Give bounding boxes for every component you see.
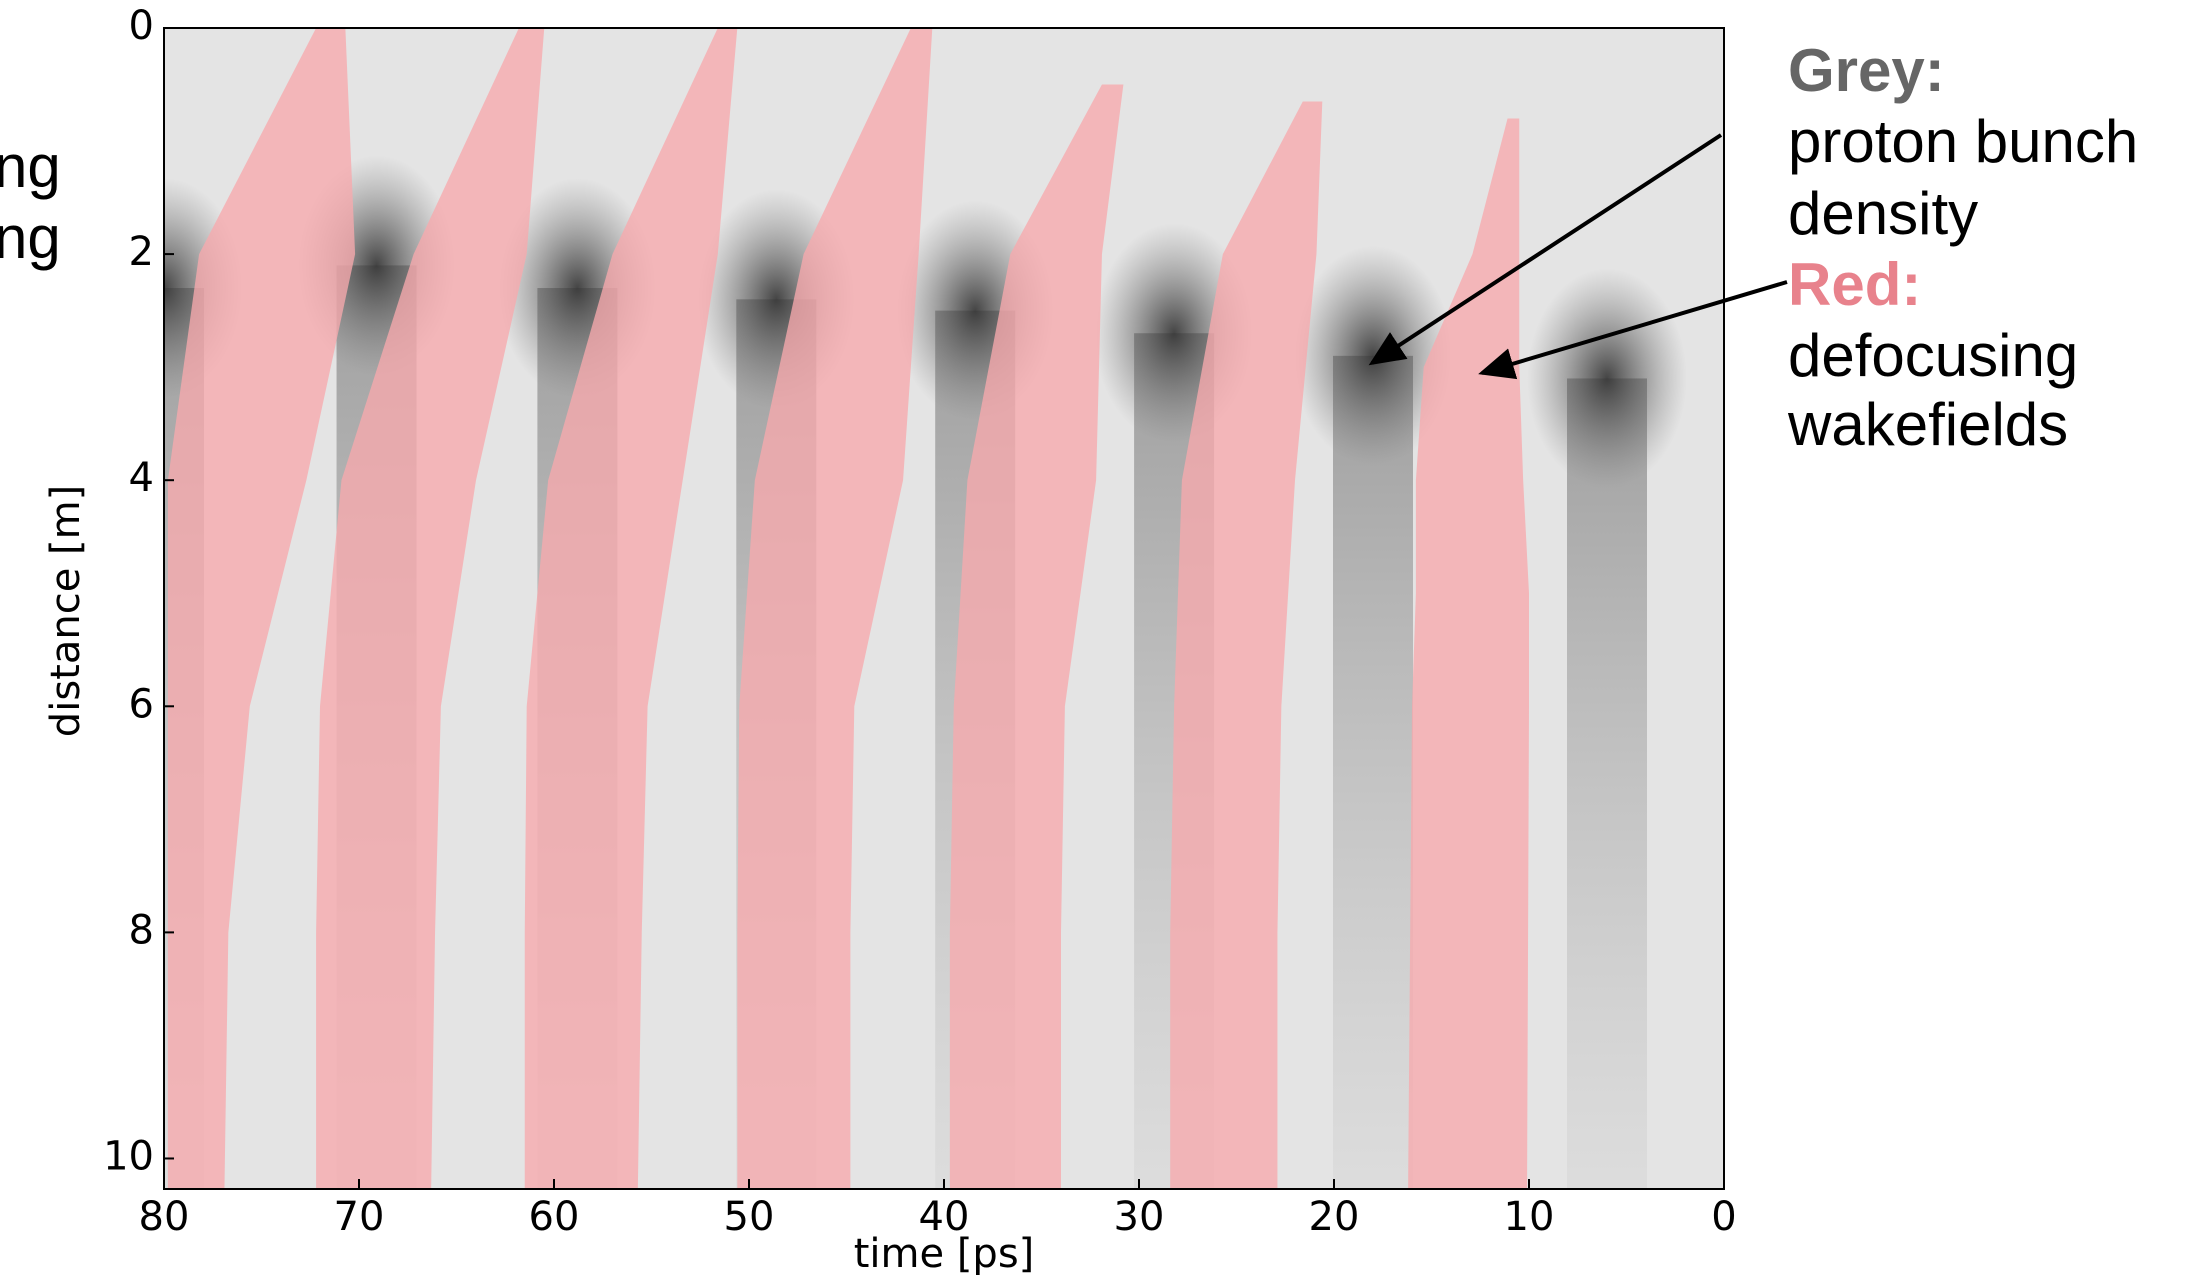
x-tick-label: 80 bbox=[139, 1194, 190, 1240]
wakefield-band bbox=[1170, 101, 1323, 1189]
cropped-text: ng bbox=[0, 133, 61, 200]
x-axis-label: time [ps] bbox=[854, 1231, 1035, 1275]
y-tick-label: 10 bbox=[103, 1133, 154, 1179]
y-tick-label: 6 bbox=[129, 681, 154, 727]
wakefield-band bbox=[949, 84, 1124, 1189]
red-text: defocusing bbox=[1788, 322, 2078, 389]
wakefield-band bbox=[1408, 118, 1529, 1189]
red-text: wakefields bbox=[1787, 391, 2068, 458]
arrow bbox=[1368, 133, 1723, 366]
cropped-text: ng bbox=[0, 204, 61, 271]
y-tick-label: 8 bbox=[129, 907, 154, 953]
x-tick-label: 60 bbox=[529, 1194, 580, 1240]
y-tick-label: 0 bbox=[129, 3, 154, 49]
bunch-head bbox=[1527, 268, 1687, 489]
bunch-tail bbox=[1567, 378, 1647, 1189]
x-tick-label: 30 bbox=[1114, 1194, 1165, 1240]
plot-area bbox=[164, 28, 1687, 1189]
grey-title: Grey: bbox=[1788, 37, 1945, 104]
bunch-tail bbox=[1333, 355, 1413, 1189]
wakefield-band bbox=[737, 28, 933, 1189]
x-tick-label: 40 bbox=[919, 1194, 970, 1240]
x-tick-label: 20 bbox=[1309, 1194, 1360, 1240]
axes: 80 70 60 50 40 30 20 10 0 0 2 4 6 8 10 bbox=[103, 3, 1737, 1240]
red-title: Red: bbox=[1788, 251, 1921, 318]
y-tick-label: 4 bbox=[129, 455, 154, 501]
wakefield-band bbox=[167, 28, 356, 1189]
grey-text: density bbox=[1788, 180, 1978, 247]
y-axis-label: distance [m] bbox=[43, 485, 89, 737]
y-tick-label: 2 bbox=[129, 229, 154, 275]
grey-text: proton bunch bbox=[1788, 108, 2138, 175]
x-tick-label: 50 bbox=[724, 1194, 775, 1240]
arrow bbox=[1478, 280, 1788, 380]
x-tick-label: 0 bbox=[1711, 1194, 1736, 1240]
x-tick-label: 70 bbox=[334, 1194, 385, 1240]
x-tick-label: 10 bbox=[1504, 1194, 1555, 1240]
wakefield-band bbox=[316, 28, 545, 1189]
wakefield-band bbox=[524, 28, 738, 1189]
